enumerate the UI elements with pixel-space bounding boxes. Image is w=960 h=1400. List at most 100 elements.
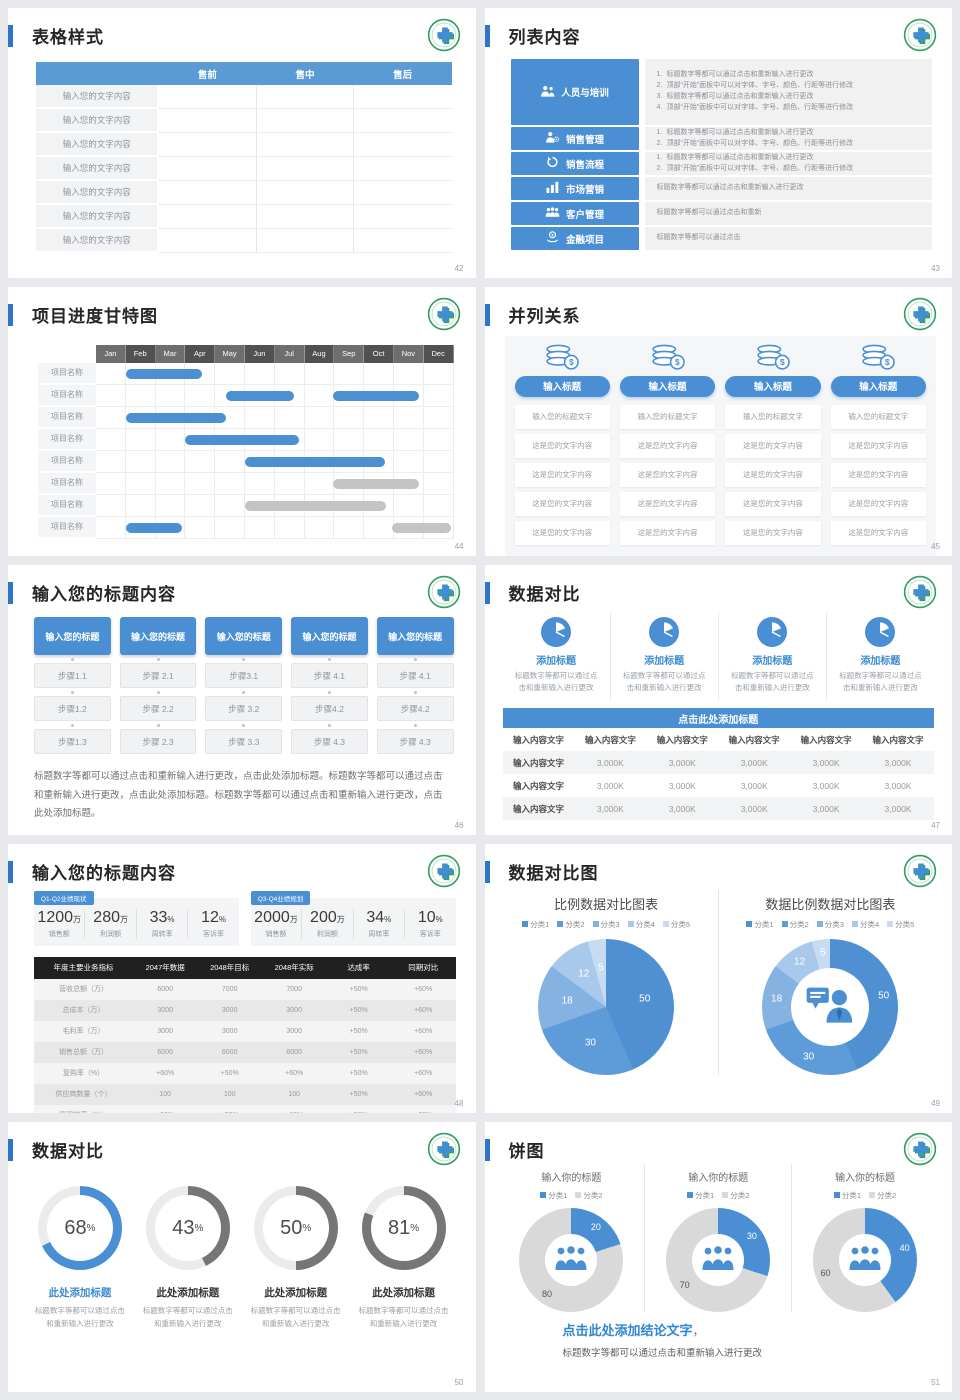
list-line-text: 顶部“开始”面板中可以对字体、字号、颜色、行距等进行修改 [666, 82, 854, 90]
month-header-cell: Aug [304, 344, 335, 363]
category-button[interactable]: 人员与培训 [510, 59, 639, 125]
step-column-header[interactable]: 输入您的标题 [291, 617, 368, 656]
gantt-grid-cell [334, 362, 365, 384]
slide-title: 并列关系 [508, 306, 581, 326]
body-paragraph: 标题数字等都可以通过点击和重新输入进行更改，点击此处添加标题。标题数字等都可以通… [34, 771, 443, 820]
slide-51-thumbnail[interactable]: 饼图 输入你的标题 分类1 分类2 20 80 输入你的标题 分类1 分类2 30 70 输入你的标… [484, 1122, 952, 1392]
empty-data-cell [353, 85, 452, 109]
conclusion-comma: ， [692, 1324, 705, 1339]
slide-47-thumbnail[interactable]: 数据对比 添加标题 标题数字等都可以通过点击和重新输入进行更改 添加标题 标题数字等都… [484, 565, 952, 835]
step-column-header[interactable]: 输入您的标题 [205, 617, 283, 656]
gantt-grid-cell [215, 494, 245, 516]
slide-45-thumbnail[interactable]: 并列关系 $ 输入标题 输入您的标题文字 这是您的文字内容 这是您的文字内容 这是您的文字… [484, 286, 952, 557]
gantt-grid-cell [96, 516, 126, 538]
gantt-bar [125, 368, 202, 379]
kpi-stat: 200万 利润额 [301, 908, 352, 939]
slide-50-thumbnail[interactable]: 数据对比 68% 此处添加标题 标题数字等都可以通过点击和重新输入进行更改 43% 此处… [8, 1122, 476, 1392]
list-line: 4. 顶部“开始”面板中可以对字体、字号、颜色、行距等进行修改 [657, 103, 921, 114]
gauge-center: 50% [262, 1195, 329, 1262]
value-cell: 3,000K [718, 751, 791, 775]
slide-46-thumbnail[interactable]: 输入您的标题内容 输入您的标题 步骤1.1 步骤1.2 步骤1.3 输入您的标题 步骤 2… [8, 565, 476, 835]
list-line-text: 顶部“开始”面板中可以对字体、字号、颜色、行距等进行修改 [666, 103, 854, 111]
kpi-value: 2000万 [251, 909, 301, 927]
value-cell: 3000 [132, 1020, 198, 1042]
value-cell: +60% [390, 1083, 456, 1105]
value-cell: 6000 [197, 1041, 262, 1063]
gantt-grid-cell [185, 516, 216, 538]
column-text-box: 这是您的文字内容 [830, 433, 926, 458]
gauge-value: 81 [387, 1216, 411, 1239]
legend-swatch [687, 1192, 694, 1199]
slide-49-thumbnail[interactable]: 数据对比图 比例数据对比图表 分类1 分类2 分类3 分类4 分类5 50 30 18 12 5 数据… [484, 843, 952, 1114]
category-button[interactable]: 销售管理 [510, 127, 639, 150]
column-title-pill[interactable]: 输入标题 [619, 375, 716, 397]
gantt-grid-cell [126, 472, 156, 494]
parallel-column: $ 输入标题 输入您的标题文字 这是您的文字内容 这是您的文字内容 这是您的文字内容 这是您… [514, 344, 610, 550]
empty-data-cell [255, 156, 354, 181]
gantt-row-label: 项目名称 [38, 494, 96, 517]
column-text-box: 这是您的文字内容 [725, 462, 821, 487]
list-line: 2. 顶部“开始”面板中可以对字体、字号、颜色、行距等进行修改 [657, 81, 921, 92]
step-column-header[interactable]: 输入您的标题 [119, 617, 197, 656]
kpi-label: 利润额 [316, 930, 338, 938]
pie-charts-area: 比例数据对比图表 分类1 分类2 分类3 分类4 分类5 50 30 18 12 5 数据比例数据对比… [495, 889, 943, 1075]
title-accent-bar [484, 860, 490, 883]
connector-dot [34, 721, 111, 729]
category-button[interactable]: 客户管理 [510, 202, 639, 225]
slide-43-thumbnail[interactable]: 列表内容 人员与培训 销售管理 销售流程 市场营销 客户管理 ¥ 金融项目 1. 标题数字等都可… [484, 8, 952, 278]
slide-48-thumbnail[interactable]: 输入您的标题内容 Q1-Q2业绩现状 1200万 销售额 280万 利润额 33% 周转率 1… [8, 843, 476, 1114]
svg-text:$: $ [885, 357, 890, 367]
table-row: 毛利率（万） 3000 3000 3000 +50% +60% [34, 1020, 456, 1042]
category-button[interactable]: 销售流程 [510, 152, 639, 175]
list-line-text: 标题数字等都可以通过点击和重新输入进行更改 [666, 93, 814, 100]
step-box: 步骤 4.1 [376, 663, 454, 689]
gauge-caption: 标题数字等都可以通过点击和重新输入进行更改 [142, 1306, 233, 1328]
gantt-grid-cell [275, 516, 305, 538]
title-accent-bar [8, 860, 13, 883]
column-subtitle-box: 输入您的标题文字 [514, 404, 610, 429]
column-text-box: 这是您的文字内容 [514, 520, 610, 545]
row-label-cell: 输入您的文字内容 [36, 108, 159, 133]
slide-42-thumbnail[interactable]: 表格样式 售前 售中 售后 输入您的文字内容 输入您的文字内容 输入您的文字内容 输入您的文… [8, 8, 476, 278]
empty-data-cell [353, 108, 452, 133]
gantt-grid-cell [364, 450, 394, 472]
step-box: 步骤3.1 [205, 663, 283, 689]
value-cell: 3000 [261, 999, 327, 1021]
legend-label: 分类2 [789, 919, 809, 929]
step-column-header[interactable]: 输入您的标题 [376, 617, 454, 656]
gantt-grid-cell [394, 406, 424, 428]
value-cell: 3,000K [574, 751, 647, 775]
column-title-pill[interactable]: 输入标题 [725, 375, 821, 397]
kpi-suffix: % [435, 914, 443, 924]
step-column: 输入您的标题 步骤 2.1 步骤 2.2 步骤 2.3 [119, 617, 197, 755]
category-button[interactable]: ¥ 金融项目 [510, 227, 639, 250]
category-button[interactable]: 市场营销 [510, 177, 639, 200]
gantt-grid-cell [394, 472, 424, 494]
gantt-row-label: 项目名称 [38, 362, 96, 385]
gauge-ring: 50% [253, 1186, 338, 1271]
legend-label: 分类3 [824, 919, 844, 929]
step-column-header[interactable]: 输入您的标题 [34, 617, 111, 656]
gantt-grid-cell [424, 450, 454, 472]
slide-title: 列表内容 [508, 28, 581, 47]
step-column: 输入您的标题 步骤 4.1 步骤4.2 步骤 4.3 [291, 617, 368, 755]
feature-caption: 标题数字等都可以通过点击和重新输入进行更改 [622, 671, 706, 693]
list-line: 标题数字等都可以通过点击 [657, 233, 921, 244]
value-cell: +60% [132, 1062, 198, 1084]
slide-44-thumbnail[interactable]: 项目进度甘特图 Jan Feb Mar Apr May Jun Jul Aug Sep Oct No… [8, 286, 476, 557]
sales-stage-table: 售前 售中 售后 输入您的文字内容 输入您的文字内容 输入您的文字内容 输入您的文字内容 输入… [36, 62, 452, 253]
step-box: 步骤4.2 [376, 696, 454, 722]
value-cell: 3,000K [790, 797, 863, 821]
column-title-pill[interactable]: 输入标题 [830, 375, 926, 397]
column-text-box: 这是您的文字内容 [619, 462, 716, 487]
row-label-cell: 输入您的文字内容 [36, 85, 159, 109]
empty-data-cell [353, 156, 452, 181]
table-row: 输入内容文字 3,000K 3,000K 3,000K 3,000K 3,000K [503, 774, 935, 797]
column-title-pill[interactable]: 输入标题 [514, 375, 610, 397]
gauge-value: 43 [172, 1216, 195, 1239]
gantt-grid-cell [185, 384, 216, 406]
kpi-value: 1200万 [34, 909, 84, 927]
legend-label: 分类2 [565, 919, 585, 929]
slice-value-label: 20 [590, 1221, 601, 1232]
legend-item: 分类4 [851, 919, 879, 930]
